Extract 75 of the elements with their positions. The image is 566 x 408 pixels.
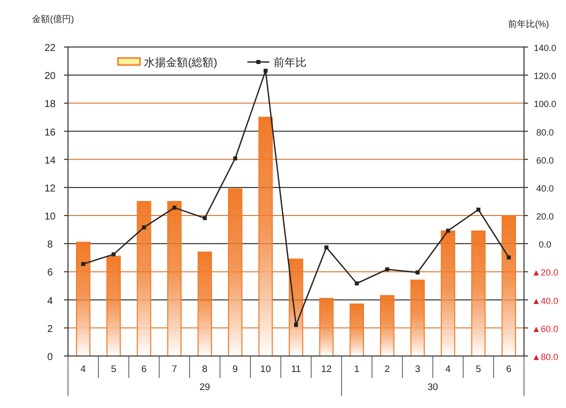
point	[202, 216, 207, 220]
point	[294, 322, 298, 327]
y2-tick-label: ▲80.0	[532, 352, 558, 362]
x-tick-label: 9	[232, 364, 238, 375]
x-tick-label: 5	[110, 364, 116, 375]
y-tick-label: 16	[44, 127, 56, 138]
bar	[471, 230, 486, 356]
point	[112, 252, 116, 256]
y-tick-label: 10	[44, 212, 56, 223]
point	[476, 208, 480, 212]
point	[172, 206, 176, 210]
text: 30	[428, 382, 438, 393]
x-tick-label: 11	[291, 364, 301, 375]
y-tick-label: 20	[44, 71, 56, 82]
y2-tick-label: 40.0	[536, 183, 554, 194]
point	[324, 245, 328, 250]
y2-tick-label: 120.0	[534, 71, 556, 82]
bar	[228, 188, 242, 356]
point	[385, 267, 390, 272]
y2-tick-label: ▲20.0	[532, 268, 558, 278]
bar	[136, 201, 152, 356]
x-tick-label: 4	[80, 364, 86, 375]
y-tick-label: 8	[47, 240, 54, 251]
y2-tick-label: 60.0	[536, 155, 554, 166]
bar	[106, 256, 121, 356]
y2-tick-label: 100.0	[534, 99, 556, 110]
bar	[198, 252, 212, 356]
y-tick-label: 12	[44, 183, 56, 194]
bar	[410, 280, 425, 356]
point	[142, 225, 146, 230]
point	[506, 255, 511, 260]
y-tick-label: 22	[44, 43, 56, 54]
point	[446, 228, 450, 233]
point	[354, 281, 359, 286]
bar	[76, 242, 90, 356]
y2-tick-label: ▲60.0	[532, 324, 558, 334]
bar	[288, 258, 304, 356]
bar	[319, 298, 334, 356]
legend-label: 前年比	[273, 56, 306, 69]
y2-tick-label: 80.0	[536, 127, 554, 138]
x-tick-label: 10	[260, 364, 271, 375]
bar	[258, 116, 273, 356]
y2-tick-label: 0.0	[538, 240, 552, 250]
bar	[440, 230, 456, 356]
x-tick-label: 1	[354, 364, 360, 375]
bar	[502, 215, 516, 356]
y2-tick-label: 20.0	[536, 212, 554, 222]
x-tick-label: 3	[414, 364, 420, 375]
y-tick-label: 2	[47, 324, 54, 335]
x-tick-label: 7	[172, 364, 178, 375]
y-axis-title: 金額(億円)	[32, 14, 74, 24]
y-tick-label: 4	[47, 296, 54, 307]
bar	[380, 295, 394, 356]
x-tick-label: 12	[321, 364, 332, 375]
bar	[350, 304, 364, 356]
y2-tick-label: ▲40.0	[532, 296, 558, 306]
point	[233, 156, 238, 160]
y2-axis-title: 前年比(%)	[508, 19, 549, 29]
y-tick-label: 0	[47, 352, 54, 363]
y2-tick-label: 140.0	[534, 43, 556, 53]
legend-label: 水揚金額(総額)	[144, 56, 218, 69]
y-tick-label: 6	[47, 268, 54, 279]
x-tick-label: 2	[384, 364, 390, 375]
y-tick-label: 18	[44, 99, 56, 110]
point	[416, 270, 420, 274]
x-tick-label: 6	[141, 364, 147, 375]
point	[264, 68, 268, 73]
x-tick-label: 5	[476, 364, 482, 375]
bar	[167, 201, 182, 356]
point	[81, 262, 86, 266]
x-tick-label: 8	[202, 364, 208, 375]
y-tick-label: 14	[44, 155, 56, 166]
x-tick-label: 6	[506, 364, 512, 375]
text: 29	[200, 382, 210, 393]
x-tick-label: 4	[445, 364, 451, 375]
